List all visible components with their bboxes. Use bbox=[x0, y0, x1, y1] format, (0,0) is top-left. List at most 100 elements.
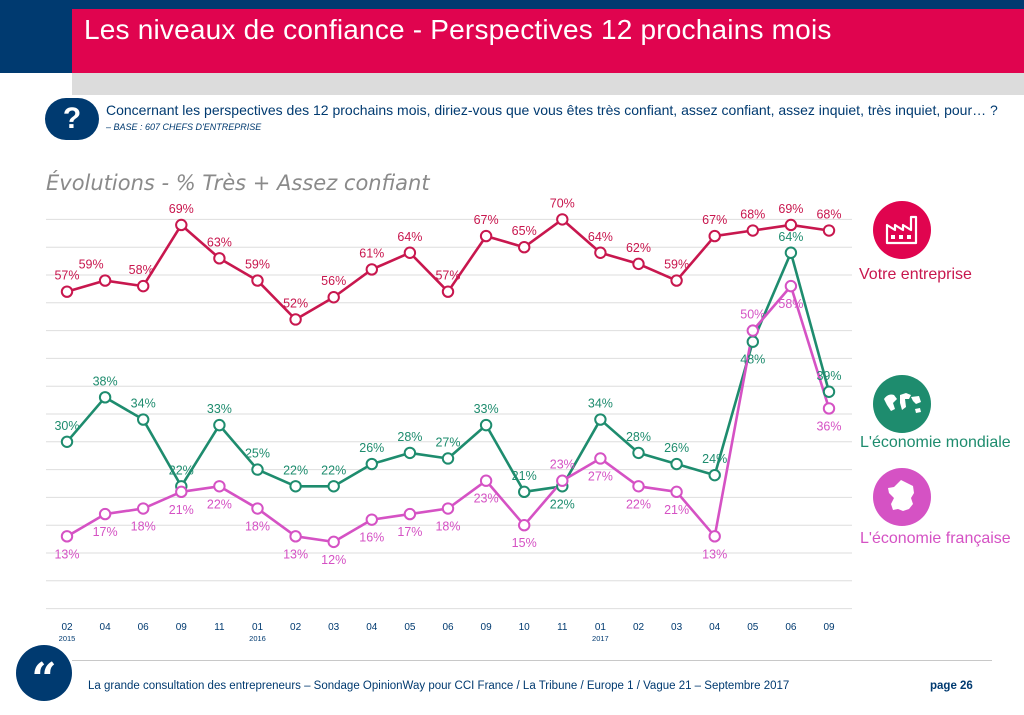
data-point bbox=[784, 279, 798, 293]
data-point bbox=[213, 418, 226, 432]
data-point bbox=[822, 224, 836, 237]
data-label: 13% bbox=[283, 547, 308, 561]
data-label: 34% bbox=[588, 397, 613, 411]
data-point bbox=[518, 485, 531, 499]
data-point bbox=[251, 274, 264, 287]
data-point bbox=[365, 513, 378, 526]
data-point bbox=[708, 229, 721, 243]
data-point bbox=[594, 413, 607, 426]
data-point bbox=[98, 391, 112, 404]
data-point bbox=[441, 285, 455, 298]
x-tick-label: 06 bbox=[442, 622, 454, 633]
data-label: 39% bbox=[816, 369, 841, 383]
data-label: 62% bbox=[626, 241, 651, 255]
data-point bbox=[746, 324, 759, 337]
data-label: 13% bbox=[702, 547, 727, 561]
world-map-icon bbox=[873, 375, 931, 433]
x-tick-label: 04 bbox=[709, 622, 721, 633]
x-tick-label: 04 bbox=[366, 622, 378, 633]
data-point bbox=[708, 468, 721, 482]
data-point bbox=[746, 224, 759, 237]
data-label: 17% bbox=[93, 525, 118, 539]
data-point bbox=[403, 446, 417, 460]
data-label: 28% bbox=[397, 430, 422, 444]
data-point bbox=[213, 252, 226, 265]
x-tick-label: 05 bbox=[747, 622, 759, 633]
data-point bbox=[479, 229, 493, 243]
data-label: 56% bbox=[321, 274, 346, 288]
x-tick-label: 01 bbox=[252, 622, 264, 633]
data-label: 13% bbox=[54, 547, 79, 561]
data-label: 18% bbox=[131, 520, 156, 534]
france-map-icon bbox=[873, 468, 931, 526]
data-label: 22% bbox=[207, 497, 232, 511]
data-label: 24% bbox=[702, 452, 727, 466]
legend-votre-entreprise: Votre entreprise bbox=[859, 266, 972, 283]
data-point bbox=[632, 446, 645, 460]
data-label: 64% bbox=[397, 230, 422, 244]
data-label: 23% bbox=[474, 492, 499, 506]
x-tick-label: 09 bbox=[176, 622, 188, 633]
data-point bbox=[327, 291, 340, 304]
data-point bbox=[251, 502, 264, 515]
page-number: page 26 bbox=[930, 680, 973, 692]
data-point bbox=[556, 474, 569, 487]
legend-economie-francaise: L'économie française bbox=[860, 530, 1011, 547]
data-label: 50% bbox=[740, 308, 765, 322]
x-tick-label: 05 bbox=[404, 622, 416, 633]
data-point bbox=[98, 274, 112, 287]
data-label: 21% bbox=[512, 469, 537, 483]
data-point bbox=[175, 218, 188, 232]
data-point bbox=[556, 213, 569, 226]
data-point bbox=[708, 530, 721, 543]
data-label: 22% bbox=[283, 463, 308, 477]
data-label: 23% bbox=[550, 458, 575, 472]
data-point bbox=[327, 480, 340, 493]
data-point bbox=[289, 480, 302, 493]
data-label: 65% bbox=[512, 224, 537, 238]
data-label: 27% bbox=[588, 469, 613, 483]
question-mark-icon: ? bbox=[45, 98, 99, 140]
footer-divider bbox=[72, 660, 992, 661]
year-label: 2015 bbox=[59, 634, 76, 643]
data-point bbox=[365, 263, 378, 276]
survey-question: Concernant les perspectives des 12 proch… bbox=[106, 102, 998, 118]
data-point bbox=[784, 218, 798, 232]
page-title: Les niveaux de confiance - Perspectives … bbox=[84, 14, 832, 45]
quote-icon: “ bbox=[16, 645, 72, 705]
data-point bbox=[632, 480, 645, 493]
data-label: 33% bbox=[207, 402, 232, 416]
top-accent-bar bbox=[0, 0, 1024, 9]
data-label: 17% bbox=[397, 525, 422, 539]
data-label: 16% bbox=[359, 531, 384, 545]
data-point bbox=[594, 246, 607, 259]
chart-title: Évolutions - % Très + Assez confiant bbox=[46, 171, 430, 195]
data-label: 22% bbox=[550, 497, 575, 511]
data-point bbox=[403, 507, 417, 521]
data-label: 64% bbox=[778, 230, 803, 244]
data-point bbox=[289, 530, 302, 543]
data-label: 59% bbox=[245, 258, 270, 272]
data-label: 22% bbox=[321, 463, 346, 477]
data-label: 27% bbox=[435, 435, 460, 449]
data-point bbox=[98, 507, 112, 521]
data-point bbox=[251, 463, 264, 476]
data-label: 22% bbox=[626, 497, 651, 511]
data-label: 26% bbox=[664, 441, 689, 455]
data-label: 67% bbox=[474, 213, 499, 227]
data-label: 63% bbox=[207, 235, 232, 249]
x-tick-label: 02 bbox=[61, 622, 73, 633]
data-label: 64% bbox=[588, 230, 613, 244]
data-point bbox=[327, 535, 340, 549]
data-point bbox=[60, 530, 74, 543]
data-label: 38% bbox=[93, 374, 118, 388]
data-point bbox=[518, 519, 531, 532]
data-label: 12% bbox=[321, 553, 346, 567]
year-label: 2016 bbox=[249, 634, 266, 643]
title-left-block bbox=[0, 9, 72, 73]
data-label: 15% bbox=[512, 536, 537, 550]
title-underline-band bbox=[72, 73, 1024, 95]
data-point bbox=[289, 313, 302, 326]
data-label: 48% bbox=[740, 353, 765, 367]
x-tick-label: 06 bbox=[785, 622, 797, 633]
